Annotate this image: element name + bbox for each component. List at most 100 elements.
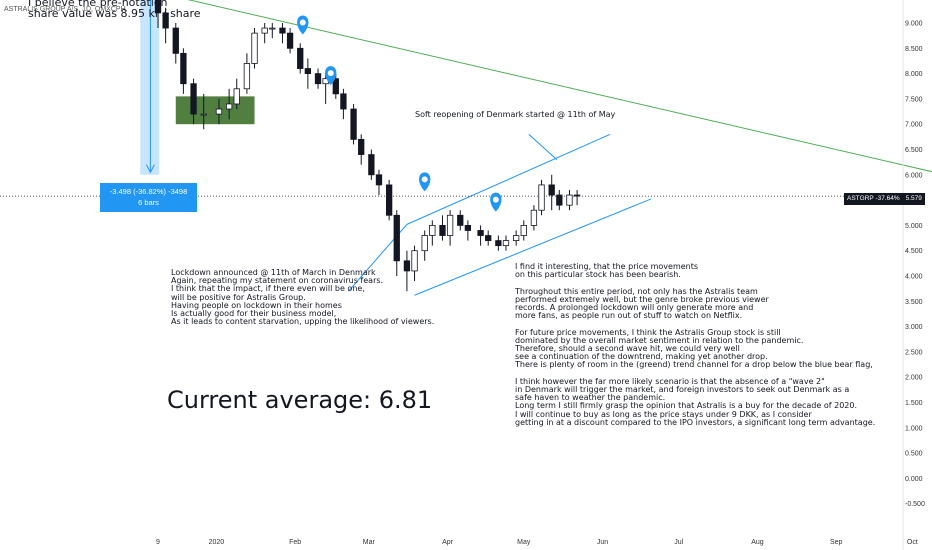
y-tick-label: 0.500: [905, 451, 923, 458]
measure-range: [140, 0, 160, 175]
candle-body: [243, 63, 251, 90]
candle-body: [520, 224, 527, 236]
x-tick-label: 9: [156, 539, 160, 546]
y-tick-label: 9.000: [905, 21, 923, 28]
candle-body: [233, 88, 240, 105]
y-tick-label: 2.500: [905, 349, 923, 356]
x-tick-label: Mar: [363, 539, 376, 546]
y-tick-label: 6.000: [905, 172, 923, 179]
candle-body: [350, 108, 357, 140]
y-tick-label: 4.000: [905, 274, 923, 281]
y-tick-label: 7.000: [905, 122, 923, 129]
candle-body: [556, 194, 563, 206]
candle-body: [261, 27, 268, 34]
green-trend-line: [187, 0, 932, 173]
lockdown-annotation: Lockdown announced @ 11th of March in De…: [171, 268, 435, 327]
price-tag-label: ASTGRP -37.64%: [847, 195, 900, 202]
candle-body: [421, 235, 428, 252]
candle-body: [385, 184, 393, 216]
price-tag-value: 5.579: [905, 195, 922, 202]
y-tick-label: -0.500: [905, 501, 925, 508]
y-tick-label: 8.500: [905, 46, 923, 53]
candle-body: [358, 138, 365, 155]
candle-body: [304, 68, 312, 75]
candle-body: [225, 103, 233, 110]
y-tick-label: 6.500: [905, 147, 923, 154]
location-marker-dot: [299, 19, 306, 26]
y-tick-label: 7.500: [905, 96, 923, 103]
candle-body: [180, 52, 187, 85]
candle-body: [172, 27, 179, 54]
candle-body: [251, 32, 258, 64]
measure-bars: 6 bars: [138, 198, 159, 207]
channel-lower-line: [414, 198, 651, 296]
candle-body: [314, 73, 322, 85]
x-tick-label: Jul: [674, 539, 683, 546]
candle-body: [566, 194, 573, 206]
candle-body: [502, 240, 510, 247]
x-tick-label: May: [517, 539, 531, 546]
location-marker-dot: [327, 70, 334, 77]
candle-body: [403, 260, 411, 272]
candle-body: [439, 224, 446, 236]
candle-body: [446, 214, 454, 236]
candle-body: [548, 184, 555, 196]
candle-body: [477, 230, 484, 236]
location-marker-dot: [492, 196, 499, 203]
candle-body: [286, 32, 294, 49]
candle-body: [375, 174, 383, 186]
channel-upper-line: [406, 133, 611, 225]
y-tick-label: 5.000: [905, 223, 923, 230]
candle-body: [162, 12, 169, 29]
candle-body: [332, 78, 339, 95]
consolidation-box: [175, 96, 255, 125]
candle-body: [411, 250, 418, 272]
symbol-label: ASTRALIS GROUP A/S, 1D, OMXCPH: [4, 6, 126, 13]
x-tick-label: Sep: [830, 539, 843, 546]
axes: 9.0008.5008.0007.5007.0006.5006.0005.500…: [156, 0, 925, 550]
candle-body: [538, 184, 545, 211]
candle-body: [368, 154, 375, 176]
candle-body: [269, 27, 276, 30]
y-tick-label: 3.500: [905, 299, 923, 306]
measure-change: -3.498 (-36.82%) -3498: [109, 187, 188, 196]
reopen-annotation: Soft reopening of Denmark started @ 11th…: [415, 110, 616, 119]
y-tick-label: 1.500: [905, 400, 923, 407]
candle-body: [485, 235, 492, 241]
candle-body: [393, 214, 400, 262]
measure-label: -3.498 (-36.82%) -3498 6 bars: [100, 183, 197, 212]
y-tick-label: 2.000: [905, 375, 923, 382]
current-average-text: Current average: 6.81: [167, 386, 433, 414]
candle-body: [530, 209, 538, 226]
x-tick-label: Feb: [289, 539, 301, 546]
candle-body: [512, 235, 520, 241]
candle-body: [464, 224, 472, 231]
candle-body: [340, 93, 347, 110]
x-tick-label: 2020: [209, 539, 225, 546]
y-tick-label: 3.000: [905, 324, 923, 331]
candle-body: [215, 108, 223, 115]
y-tick-label: 8.000: [905, 71, 923, 78]
candle-body: [279, 27, 286, 34]
candle-body: [200, 113, 207, 116]
y-tick-label: 0.000: [905, 476, 923, 483]
measure-arrowhead: [145, 164, 155, 174]
y-tick-label: 1.000: [905, 425, 923, 432]
candle-body: [154, 0, 162, 14]
candle-body: [190, 83, 197, 115]
y-tick-label: 4.500: [905, 248, 923, 255]
x-tick-label: Aug: [751, 539, 764, 546]
chart-drawings: [0, 0, 932, 296]
top-note: I believe the pre-notation share value w…: [28, 0, 201, 20]
candle-body: [573, 194, 581, 197]
analysis-annotation: I find it interesting, that the price mo…: [515, 262, 876, 427]
x-tick-label: Jun: [597, 539, 608, 546]
candle-body: [495, 240, 502, 247]
x-tick-label: Apr: [442, 539, 454, 546]
x-tick-label: Oct: [907, 539, 918, 546]
candle-body: [457, 214, 464, 226]
location-marker-dot: [421, 176, 428, 183]
reopen-pointer-line: [528, 133, 558, 160]
candle-body: [297, 47, 304, 69]
